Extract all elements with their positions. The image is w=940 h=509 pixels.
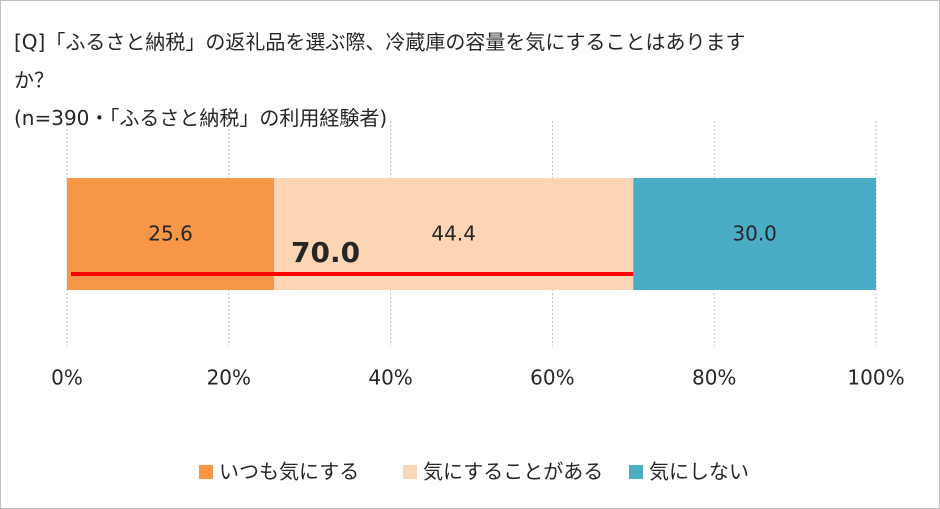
- bar-segment: [274, 178, 634, 290]
- data-label: 44.4: [431, 222, 476, 246]
- legend-label: 気にしない: [649, 460, 749, 484]
- x-tick-label: 0%: [51, 366, 83, 390]
- x-tick-label: 100%: [847, 366, 904, 390]
- legend-label: 気にすることがある: [423, 460, 603, 484]
- annotation-label: 70.0: [291, 236, 360, 269]
- x-tick-label: 20%: [207, 366, 251, 390]
- legend-swatch: [629, 465, 643, 479]
- legend-label: いつも気にする: [219, 460, 359, 484]
- bar-segment: [67, 178, 275, 290]
- chart-subtitle: (n=390・「ふるさと納税」の利用経験者): [14, 106, 388, 130]
- x-tick-label: 60%: [530, 366, 574, 390]
- x-tick-label: 80%: [692, 366, 736, 390]
- data-label: 30.0: [732, 222, 777, 246]
- bar-segment: [633, 178, 876, 290]
- data-label: 25.6: [148, 222, 193, 246]
- legend-swatch: [199, 465, 213, 479]
- legend-swatch: [403, 465, 417, 479]
- x-tick-label: 40%: [368, 366, 412, 390]
- chart-title: [Q]「ふるさと納税」の返礼品を選ぶ際、冷蔵庫の容量を気にすることはありますか？: [14, 30, 746, 92]
